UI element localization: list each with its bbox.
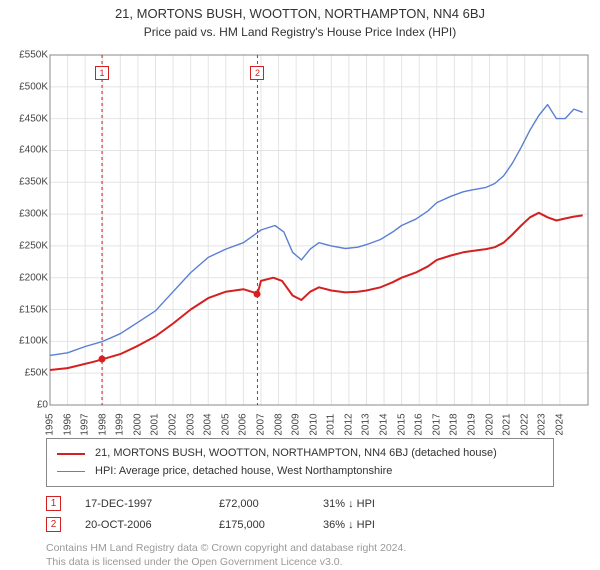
- x-axis-label: 2019: [466, 413, 477, 435]
- x-axis-label: 2024: [554, 413, 565, 435]
- legend-label: HPI: Average price, detached house, West…: [95, 463, 392, 481]
- x-axis-label: 2000: [132, 413, 143, 435]
- x-axis-label: 2022: [519, 413, 530, 435]
- y-axis-label: £300K: [19, 209, 48, 220]
- event-marker-number: 2: [46, 517, 61, 532]
- y-axis-label: £450K: [19, 113, 48, 124]
- x-axis-label: 2001: [150, 413, 161, 435]
- chart-title: 21, MORTONS BUSH, WOOTTON, NORTHAMPTON, …: [0, 6, 600, 21]
- event-marker-badge: 1: [95, 66, 109, 80]
- y-axis-label: £550K: [19, 50, 48, 61]
- event-hpi-delta: 36% ↓ HPI: [323, 519, 375, 531]
- x-axis-label: 1997: [80, 413, 91, 435]
- x-axis-label: 1998: [97, 413, 108, 435]
- x-axis-label: 2008: [273, 413, 284, 435]
- x-axis-label: 2018: [449, 413, 460, 435]
- legend-item: HPI: Average price, detached house, West…: [57, 463, 543, 481]
- x-axis-label: 2015: [396, 413, 407, 435]
- x-axis-label: 2006: [238, 413, 249, 435]
- x-axis-label: 2009: [291, 413, 302, 435]
- chart-subtitle: Price paid vs. HM Land Registry's House …: [0, 25, 600, 39]
- price-chart: [0, 39, 600, 434]
- x-axis-label: 2013: [361, 413, 372, 435]
- event-date: 17-DEC-1997: [85, 498, 195, 510]
- y-axis-label: £500K: [19, 81, 48, 92]
- event-marker-dot: [99, 356, 106, 363]
- legend-swatch: [57, 453, 85, 455]
- footer-line-1: Contains HM Land Registry data © Crown c…: [46, 541, 554, 555]
- x-axis-label: 2003: [185, 413, 196, 435]
- footer-line-2: This data is licensed under the Open Gov…: [46, 555, 554, 569]
- x-axis-label: 2016: [414, 413, 425, 435]
- chart-area: £0 £50K £100K £150K £200K £250K £300K £350K £400…: [0, 39, 600, 434]
- x-axis-label: 2002: [168, 413, 179, 435]
- x-axis-label: 2012: [343, 413, 354, 435]
- legend-label: 21, MORTONS BUSH, WOOTTON, NORTHAMPTON, …: [95, 445, 497, 463]
- event-price: £72,000: [219, 498, 299, 510]
- x-axis-label: 2023: [537, 413, 548, 435]
- legend: 21, MORTONS BUSH, WOOTTON, NORTHAMPTON, …: [46, 438, 554, 487]
- y-axis-label: £250K: [19, 240, 48, 251]
- x-axis-label: 2020: [484, 413, 495, 435]
- event-marker-number: 1: [46, 496, 61, 511]
- legend-item: 21, MORTONS BUSH, WOOTTON, NORTHAMPTON, …: [57, 445, 543, 463]
- y-axis-label: £0: [37, 400, 48, 411]
- x-axis-label: 2004: [203, 413, 214, 435]
- x-axis-label: 1996: [62, 413, 73, 435]
- event-hpi-delta: 31% ↓ HPI: [323, 498, 375, 510]
- x-axis-label: 1995: [45, 413, 56, 435]
- y-axis-label: £200K: [19, 272, 48, 283]
- x-axis-label: 2014: [379, 413, 390, 435]
- event-marker-row: 2 20-OCT-2006 £175,000 36% ↓ HPI: [46, 514, 554, 535]
- legend-swatch: [57, 471, 85, 472]
- event-marker-list: 1 17-DEC-1997 £72,000 31% ↓ HPI 2 20-OCT-2006…: [46, 493, 554, 535]
- y-axis-label: £350K: [19, 177, 48, 188]
- footer-attribution: Contains HM Land Registry data © Crown c…: [46, 541, 554, 569]
- y-axis-label: £100K: [19, 336, 48, 347]
- event-marker-badge: 2: [250, 66, 264, 80]
- x-axis-label: 2021: [502, 413, 513, 435]
- x-axis-label: 2007: [255, 413, 266, 435]
- event-marker-row: 1 17-DEC-1997 £72,000 31% ↓ HPI: [46, 493, 554, 514]
- x-axis-label: 1999: [115, 413, 126, 435]
- x-axis-label: 2011: [326, 414, 337, 436]
- event-marker-dot: [254, 290, 261, 297]
- x-axis-label: 2005: [220, 413, 231, 435]
- x-axis-label: 2017: [431, 413, 442, 435]
- y-axis-label: £150K: [19, 304, 48, 315]
- x-axis-label: 2010: [308, 413, 319, 435]
- y-axis-label: £400K: [19, 145, 48, 156]
- event-price: £175,000: [219, 519, 299, 531]
- y-axis-label: £50K: [25, 368, 48, 379]
- event-date: 20-OCT-2006: [85, 519, 195, 531]
